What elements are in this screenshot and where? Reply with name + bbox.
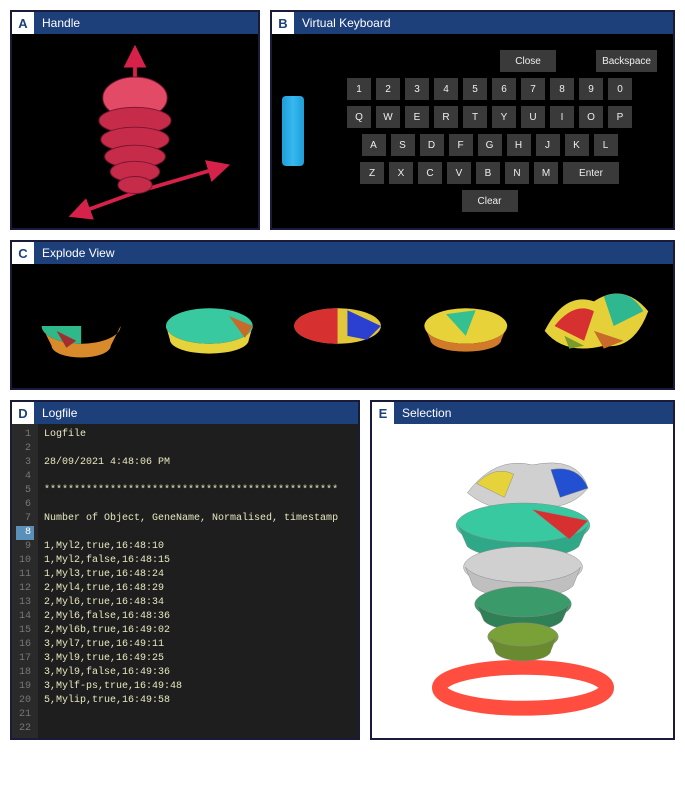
key-t[interactable]: T	[463, 106, 487, 128]
key-clear[interactable]: Clear	[462, 190, 518, 212]
key-9[interactable]: 9	[579, 78, 603, 100]
panel-header: C Explode View	[12, 242, 673, 264]
key-6[interactable]: 6	[492, 78, 516, 100]
panel-title: Virtual Keyboard	[302, 16, 391, 30]
selection-3d-icon	[393, 431, 653, 731]
key-h[interactable]: H	[507, 134, 531, 156]
handle-3d-icon	[35, 41, 235, 221]
key-m[interactable]: M	[534, 162, 558, 184]
key-c[interactable]: C	[418, 162, 442, 184]
virtual-keyboard: Close Backspace 1 2 3 4 5 6 7 8 9 0 Q	[316, 50, 663, 212]
key-1[interactable]: 1	[347, 78, 371, 100]
key-q[interactable]: Q	[347, 106, 371, 128]
panel-title: Explode View	[42, 246, 115, 260]
key-7[interactable]: 7	[521, 78, 545, 100]
panel-virtual-keyboard: B Virtual Keyboard Close Backspace 1 2 3…	[270, 10, 675, 230]
key-3[interactable]: 3	[405, 78, 429, 100]
key-k[interactable]: K	[565, 134, 589, 156]
key-r[interactable]: R	[434, 106, 458, 128]
key-d[interactable]: D	[420, 134, 444, 156]
key-0[interactable]: 0	[608, 78, 632, 100]
key-o[interactable]: O	[579, 106, 603, 128]
panel-handle: A Handle	[10, 10, 260, 230]
explode-viewport[interactable]	[12, 264, 673, 388]
cylinder-icon	[282, 96, 304, 166]
key-g[interactable]: G	[478, 134, 502, 156]
panel-logfile: D Logfile 123456789101112131415161718192…	[10, 400, 360, 740]
key-z[interactable]: Z	[360, 162, 384, 184]
key-v[interactable]: V	[447, 162, 471, 184]
key-j[interactable]: J	[536, 134, 560, 156]
kb-row-qwerty: Q W E R T Y U I O P	[347, 106, 632, 128]
key-y[interactable]: Y	[492, 106, 516, 128]
key-p[interactable]: P	[608, 106, 632, 128]
panel-header: D Logfile	[12, 402, 358, 424]
key-5[interactable]: 5	[463, 78, 487, 100]
panel-tag: C	[12, 242, 34, 264]
key-w[interactable]: W	[376, 106, 400, 128]
key-f[interactable]: F	[449, 134, 473, 156]
kb-row-numbers: 1 2 3 4 5 6 7 8 9 0	[347, 78, 632, 100]
panel-header: A Handle	[12, 12, 258, 34]
key-backspace[interactable]: Backspace	[596, 50, 657, 72]
selection-viewport[interactable]	[372, 424, 673, 738]
line-gutter: 12345678910111213141516171819202122	[12, 424, 38, 738]
log-content: Logfile 28/09/2021 4:48:06 PM **********…	[38, 424, 344, 738]
key-4[interactable]: 4	[434, 78, 458, 100]
panel-tag: E	[372, 402, 394, 424]
kb-row-asdf: A S D F G H J K L	[362, 134, 618, 156]
panel-header: B Virtual Keyboard	[272, 12, 673, 34]
keyboard-viewport: Close Backspace 1 2 3 4 5 6 7 8 9 0 Q	[272, 34, 673, 228]
key-enter[interactable]: Enter	[563, 162, 619, 184]
key-l[interactable]: L	[594, 134, 618, 156]
key-close[interactable]: Close	[500, 50, 556, 72]
handle-viewport[interactable]	[12, 34, 258, 228]
explode-segments-icon	[22, 264, 663, 388]
key-u[interactable]: U	[521, 106, 545, 128]
key-a[interactable]: A	[362, 134, 386, 156]
panel-tag: A	[12, 12, 34, 34]
key-8[interactable]: 8	[550, 78, 574, 100]
panel-header: E Selection	[372, 402, 673, 424]
key-2[interactable]: 2	[376, 78, 400, 100]
key-s[interactable]: S	[391, 134, 415, 156]
key-x[interactable]: X	[389, 162, 413, 184]
key-i[interactable]: I	[550, 106, 574, 128]
panel-title: Logfile	[42, 406, 77, 420]
panel-title: Selection	[402, 406, 451, 420]
panel-title: Handle	[42, 16, 80, 30]
key-e[interactable]: E	[405, 106, 429, 128]
panel-tag: D	[12, 402, 34, 424]
key-n[interactable]: N	[505, 162, 529, 184]
panel-selection: E Selection	[370, 400, 675, 740]
key-b[interactable]: B	[476, 162, 500, 184]
logfile-editor[interactable]: 12345678910111213141516171819202122 Logf…	[12, 424, 358, 738]
panel-tag: B	[272, 12, 294, 34]
kb-row-zxcv: Z X C V B N M Enter	[360, 162, 619, 184]
panel-explode-view: C Explode View	[10, 240, 675, 390]
